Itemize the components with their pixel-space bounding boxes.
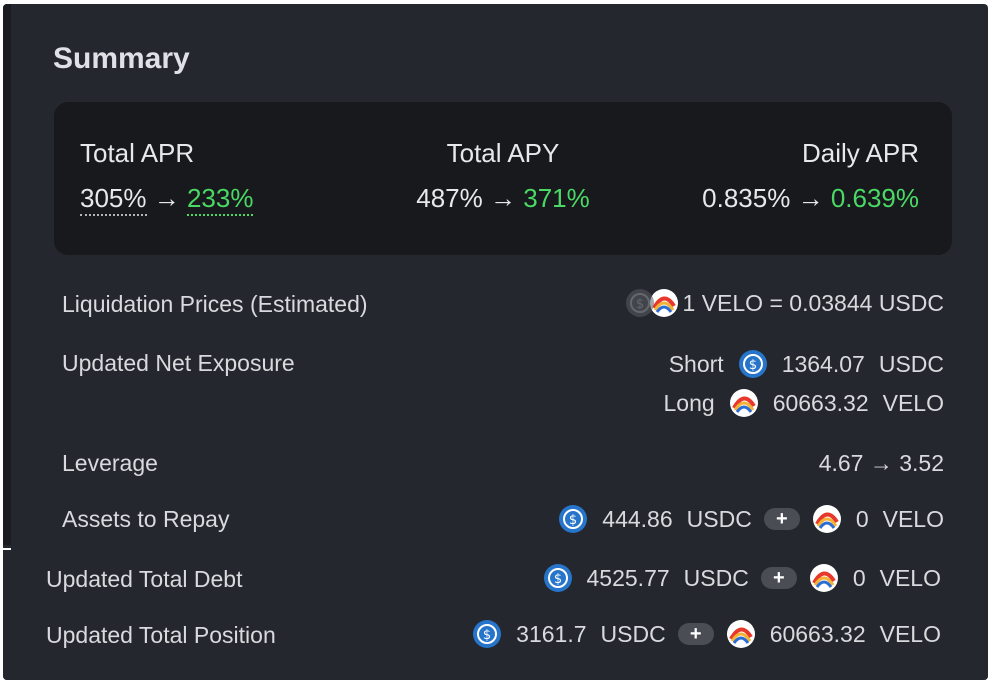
total-apr-label: Total APR — [80, 138, 195, 168]
daily-apr-label: Daily APR — [801, 138, 919, 168]
plus-icon: + — [677, 623, 714, 645]
usdc-coin-icon: $ — [543, 563, 573, 593]
short-label: Short — [668, 350, 724, 377]
net-exposure-label: Updated Net Exposure — [62, 350, 295, 376]
arrow-icon: → — [153, 183, 180, 213]
svg-text:$: $ — [553, 572, 561, 587]
svg-text:$: $ — [483, 628, 491, 643]
repay-usdc-token: USDC — [686, 505, 752, 532]
summary-title: Summary — [53, 42, 190, 75]
usdc-coin-icon: $ — [625, 288, 655, 318]
leverage-value: 4.67 → 3.52 — [818, 450, 944, 476]
net-exposure-long: Long 60663.32 VELO — [664, 388, 944, 418]
repay-usdc-amount: 444.86 — [602, 505, 673, 532]
total-apy-label: Total APY — [446, 138, 560, 168]
position-usdc-amount: 3161.7 — [516, 620, 587, 647]
daily-apr-from: 0.835% — [702, 183, 791, 213]
panel-edge — [3, 4, 11, 545]
net-exposure-short: Short $ 1364.07 USDC — [669, 349, 944, 379]
total-apr-metric: Total APR 305% → 233% — [80, 138, 254, 216]
plus-icon: + — [763, 508, 800, 530]
liquidation-price-text: 1 VELO = 0.03844 USDC — [682, 289, 944, 316]
repay-velo-amount: 0 — [855, 505, 869, 532]
svg-text:$: $ — [569, 513, 577, 528]
debt-velo-token: VELO — [879, 564, 941, 591]
velo-token-icon — [649, 288, 679, 318]
bottom-rows: Updated Total Debt $ 4525.77 USDC + — [3, 548, 988, 680]
velo-token-icon — [729, 388, 759, 418]
repay-velo-token: VELO — [882, 505, 944, 532]
velo-token-icon — [726, 619, 756, 649]
assets-to-repay-value: $ 444.86 USDC + 0 VELO — [558, 504, 944, 534]
debt-usdc-amount: 4525.77 — [586, 564, 670, 591]
arrow-icon: → — [797, 183, 824, 213]
total-debt-value: $ 4525.77 USDC + 0 VELO — [543, 563, 941, 593]
velo-token-icon — [812, 504, 842, 534]
apr-summary-box: Total APR 305% → 233% Total APY 487% → 3… — [54, 102, 952, 255]
summary-panel: Summary Total APR 305% → 233% Total APY … — [3, 4, 988, 680]
total-debt-label: Updated Total Debt — [46, 566, 243, 592]
short-amount: 1364.07 — [781, 350, 865, 377]
usdc-coin-icon: $ — [738, 349, 768, 379]
total-apy-from: 487% — [416, 183, 483, 213]
assets-to-repay-label: Assets to Repay — [62, 506, 230, 532]
daily-apr-value: 0.835% → 0.639% — [702, 183, 919, 214]
liquidation-prices-value: $ 1 VELO = 0.03844 USDC — [625, 288, 944, 318]
long-token: VELO — [882, 389, 944, 416]
svg-text:$: $ — [749, 358, 757, 373]
total-apr-to[interactable]: 233% — [186, 183, 254, 216]
position-velo-amount: 60663.32 — [769, 620, 866, 647]
usdc-coin-icon: $ — [558, 504, 588, 534]
total-apr-from[interactable]: 305% — [80, 183, 147, 216]
total-position-value: $ 3161.7 USDC + 60663.32 VELO — [472, 619, 941, 649]
total-apy-to: 371% — [523, 183, 590, 213]
position-usdc-token: USDC — [600, 620, 666, 647]
total-apr-value: 305% → 233% — [80, 183, 254, 216]
daily-apr-metric: Daily APR 0.835% → 0.639% — [702, 138, 919, 214]
total-apy-value: 487% → 371% — [54, 183, 952, 214]
usdc-coin-icon: $ — [472, 619, 502, 649]
daily-apr-to: 0.639% — [830, 183, 919, 213]
total-apy-metric: Total APY 487% → 371% — [54, 138, 952, 214]
debt-usdc-token: USDC — [683, 564, 749, 591]
long-label: Long — [663, 389, 715, 416]
long-amount: 60663.32 — [772, 389, 869, 416]
pair-icon[interactable]: $ — [625, 288, 679, 318]
svg-text:$: $ — [635, 297, 643, 312]
position-velo-token: VELO — [879, 620, 941, 647]
plus-icon: + — [760, 567, 797, 589]
arrow-icon: → — [490, 183, 516, 213]
leverage-label: Leverage — [62, 450, 158, 476]
velo-token-icon — [809, 563, 839, 593]
debt-velo-amount: 0 — [852, 564, 866, 591]
total-position-label: Updated Total Position — [46, 622, 276, 648]
liquidation-prices-label: Liquidation Prices (Estimated) — [62, 291, 368, 317]
short-token: USDC — [878, 350, 944, 377]
panel-lip — [3, 548, 11, 550]
